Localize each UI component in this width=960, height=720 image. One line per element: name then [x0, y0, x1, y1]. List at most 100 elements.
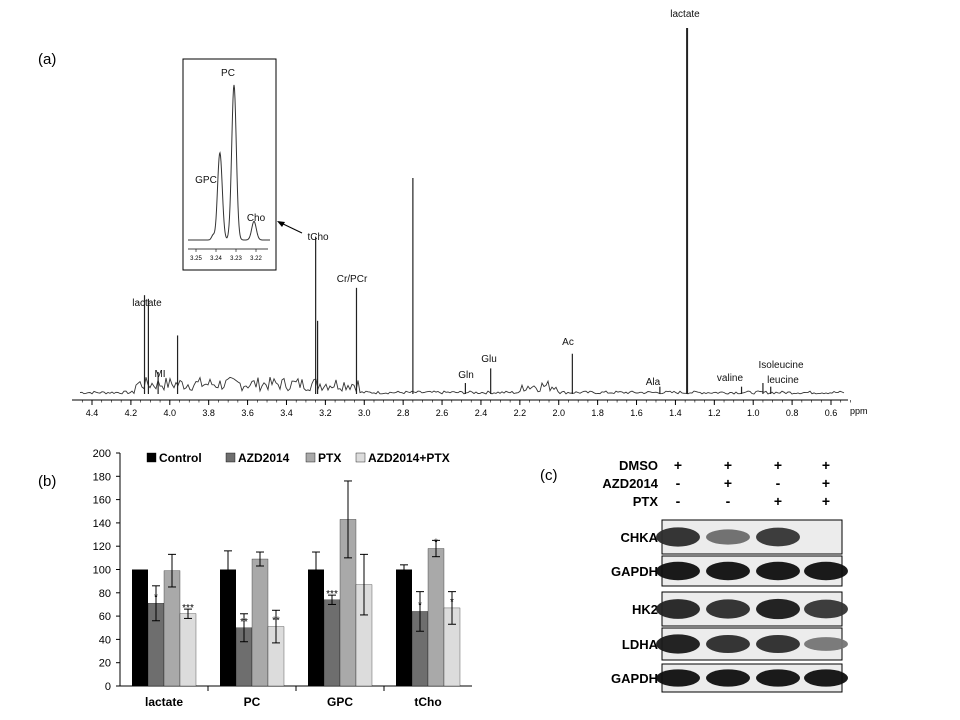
legend-swatch — [146, 452, 157, 463]
bar-y-tick-label: 20 — [99, 658, 111, 670]
wb-band-label: HK2 — [632, 602, 658, 617]
significance-label: *** — [326, 589, 338, 600]
nmr-peak-label: Glu — [481, 354, 497, 365]
wb-band — [756, 561, 800, 581]
nmr-peak-label: lactate — [132, 298, 162, 309]
bar-y-tick-label: 160 — [93, 495, 111, 507]
bar-y-tick-label: 80 — [99, 588, 111, 600]
bar — [132, 569, 148, 686]
inset-peak-label: PC — [221, 68, 235, 79]
nmr-tick-label: 2.6 — [436, 408, 449, 418]
wb-bands: CHKA GAPDH HK2 LDHA GAPDH — [611, 519, 848, 693]
nmr-tick-label: 1.6 — [630, 408, 643, 418]
nmr-tick-label: 1.2 — [708, 408, 721, 418]
wb-band — [756, 669, 800, 687]
bar-y-tick-label: 120 — [93, 541, 111, 553]
wb-band — [656, 634, 700, 654]
bar-y-tick-label: 0 — [105, 681, 111, 693]
nmr-peak-label: Cr/PCr — [337, 274, 368, 285]
inset-tick-label: 3.25 — [190, 256, 202, 262]
nmr-tick-label: 4.4 — [86, 408, 99, 418]
bar-marks: ****** ******** — [132, 480, 461, 687]
inset-ticks: 3.25 3.24 3.23 3.22 — [188, 248, 268, 262]
bar — [396, 569, 412, 686]
nmr-tick-label: 1.8 — [591, 408, 604, 418]
nmr-peaks — [143, 28, 772, 394]
nmr-baseline-trace — [79, 376, 845, 395]
wb-band — [804, 669, 848, 687]
nmr-tick-label: 0.8 — [786, 408, 799, 418]
bar — [308, 569, 324, 686]
inset-trace — [188, 84, 270, 241]
panel-b-label: (b) — [38, 473, 56, 490]
wb-band — [804, 599, 848, 619]
inset-frame — [182, 58, 277, 271]
panel-c-label: (c) — [540, 467, 558, 484]
bar-y-ticks: 0 20 40 60 80 100 120 140 160 180 200 — [93, 448, 120, 693]
wb-sign: - — [676, 475, 681, 491]
wb-band — [706, 634, 750, 654]
inset-peak-label: GPC — [195, 175, 217, 186]
nmr-tick-label: 4.2 — [125, 408, 138, 418]
wb-band — [706, 669, 750, 687]
bar-category-label: PC — [244, 695, 261, 709]
wb-band — [706, 599, 750, 619]
wb-band — [804, 637, 848, 651]
bar — [251, 558, 269, 687]
nmr-peak-label: tCho — [307, 232, 329, 243]
bar-category-label: tCho — [414, 695, 441, 709]
inset-peak-label: Cho — [247, 213, 266, 224]
nmr-peak-label: valine — [717, 373, 744, 384]
wb-band — [804, 561, 848, 581]
nmr-peak-label: leucine — [767, 375, 799, 386]
wb-treatment-rows: DMSO + + + + AZD2014 - + - + PTX - - + + — [602, 457, 830, 509]
wb-sign: + — [774, 493, 782, 509]
nmr-peak-label: lactate — [670, 9, 700, 20]
significance-label: ** — [272, 616, 280, 627]
bar-y-tick-label: 100 — [93, 565, 111, 577]
nmr-ticks: 4.4 4.2 4.0 3.8 3.6 3.4 3.2 3.0 2.8 2.6 2.4 2.2 2.0 1… — [81, 400, 851, 418]
wb-sign: - — [776, 475, 781, 491]
legend-swatch — [355, 452, 366, 463]
legend-swatch — [225, 452, 236, 463]
wb-sign: + — [724, 475, 732, 491]
inset-arrow-head-icon — [277, 221, 285, 227]
wb-sign: - — [676, 493, 681, 509]
bar-chart: 0 20 40 60 80 100 120 140 160 180 200 lactate PC GPC… — [93, 448, 472, 709]
nmr-tick-label: 1.4 — [669, 408, 682, 418]
wb-band-label: LDHA — [622, 637, 659, 652]
nmr-peak-label: MI — [154, 369, 165, 380]
wb-band — [756, 598, 800, 620]
bar-y-tick-label: 200 — [93, 448, 111, 460]
bar — [179, 613, 197, 687]
nmr-tick-label: 2.2 — [514, 408, 527, 418]
legend-label: Control — [159, 451, 202, 465]
wb-band — [756, 527, 800, 547]
wb-sign: + — [822, 493, 830, 509]
inset-tick-label: 3.24 — [210, 256, 222, 262]
panel-a-label: (a) — [38, 51, 56, 68]
nmr-x-axis-label: ppm — [850, 406, 868, 416]
wb-band — [706, 561, 750, 581]
nmr-tick-label: 3.2 — [319, 408, 332, 418]
legend-label: AZD2014 — [238, 451, 290, 465]
bar — [220, 569, 236, 686]
nmr-tick-label: 2.0 — [552, 408, 565, 418]
significance-label: * — [434, 538, 438, 549]
nmr-spectrum: 4.4 4.2 4.0 3.8 3.6 3.4 3.2 3.0 2.8 2.6 2.4 2.2 2.0 1… — [72, 9, 868, 418]
wb-band — [656, 599, 700, 619]
nmr-peak-label: Ala — [646, 377, 661, 388]
bar-y-tick-label: 140 — [93, 518, 111, 530]
nmr-inset: GPC PC Cho 3.25 3.24 3.23 3.22 — [182, 58, 303, 271]
wb-band — [656, 561, 700, 581]
significance-label: ** — [240, 617, 248, 628]
nmr-peak-label: Ac — [562, 337, 574, 348]
nmr-tick-label: 0.6 — [825, 408, 838, 418]
bar-y-tick-label: 180 — [93, 471, 111, 483]
nmr-peak-label: Gln — [458, 370, 474, 381]
wb-band-label: GAPDH — [611, 671, 658, 686]
bar-category-label: lactate — [145, 695, 183, 709]
wb-band — [706, 529, 750, 545]
wb-band-label: CHKA — [620, 530, 658, 545]
